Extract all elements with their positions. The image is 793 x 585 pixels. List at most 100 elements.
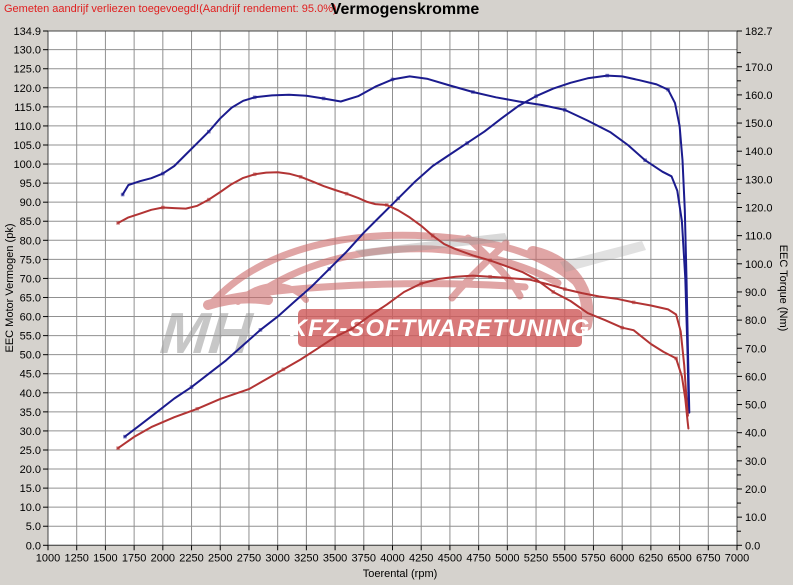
left-tick-label: 45.0 bbox=[20, 369, 41, 381]
x-tick-label: 6000 bbox=[610, 552, 634, 564]
right-tick-label: 110.0 bbox=[745, 231, 772, 243]
car-outline-icon bbox=[203, 231, 594, 331]
data-point-marker bbox=[252, 172, 257, 177]
data-point-marker bbox=[344, 191, 349, 196]
right-tick-label: 120.0 bbox=[745, 203, 773, 215]
plot-grid bbox=[47, 30, 738, 546]
right-tick-label: 40.0 bbox=[745, 428, 766, 440]
left-tick-label: 50.0 bbox=[20, 350, 41, 362]
data-point-marker bbox=[206, 129, 211, 134]
x-tick-label: 7000 bbox=[725, 552, 749, 564]
curve-torque-low bbox=[117, 274, 689, 450]
left-tick-label: 110.0 bbox=[14, 121, 41, 133]
data-point-marker bbox=[674, 356, 678, 361]
x-tick-label: 3500 bbox=[323, 552, 347, 564]
left-tick-label: 85.0 bbox=[20, 216, 41, 228]
right-tick-label: 80.0 bbox=[745, 315, 766, 327]
left-tick-label: 20.0 bbox=[20, 464, 41, 476]
x-tick-label: 5750 bbox=[581, 552, 605, 564]
data-point-marker bbox=[419, 281, 424, 286]
left-tick-label: 35.0 bbox=[20, 407, 41, 419]
left-tick-label: 115.0 bbox=[14, 102, 41, 114]
x-tick-label: 1000 bbox=[36, 552, 60, 564]
x-tick-label: 4750 bbox=[466, 552, 490, 564]
data-point-marker bbox=[465, 141, 469, 145]
data-point-marker bbox=[206, 197, 211, 202]
data-point-marker bbox=[350, 326, 355, 331]
watermark-mh-text: MH bbox=[158, 301, 256, 366]
x-tick-label: 3750 bbox=[352, 552, 376, 564]
left-tick-label: 25.0 bbox=[20, 445, 41, 457]
left-tick-label: 40.0 bbox=[20, 388, 41, 400]
left-tick-label: 65.0 bbox=[20, 292, 41, 304]
data-point-marker bbox=[551, 290, 556, 294]
data-point-marker bbox=[321, 96, 326, 101]
x-tick-label: 1250 bbox=[64, 552, 88, 564]
right-tick-label: 60.0 bbox=[745, 371, 766, 383]
right-tick-label: 20.0 bbox=[745, 484, 766, 496]
data-point-marker bbox=[327, 267, 332, 271]
left-tick-label: 105.0 bbox=[13, 140, 41, 152]
x-tick-label: 2000 bbox=[151, 552, 175, 564]
right-tick-label: 160.0 bbox=[745, 90, 773, 102]
right-tick-label: 0.0 bbox=[745, 540, 760, 552]
x-tick-label: 1750 bbox=[122, 552, 146, 564]
curve-power-high bbox=[121, 75, 690, 413]
right-tick-label: 30.0 bbox=[745, 456, 766, 468]
x-tick-label: 2250 bbox=[179, 552, 203, 564]
x-tick-label: 5500 bbox=[553, 552, 577, 564]
x-tick-label: 5000 bbox=[495, 552, 519, 564]
data-point-marker bbox=[116, 221, 120, 225]
right-tick-label: 170.0 bbox=[745, 62, 773, 74]
left-tick-label: 70.0 bbox=[20, 273, 41, 285]
x-axis-title: Toerental (rpm) bbox=[362, 568, 438, 580]
data-point-marker bbox=[562, 108, 567, 112]
right-tick-label: 150.0 bbox=[745, 118, 773, 130]
data-point-marker bbox=[488, 274, 492, 279]
x-tick-label: 2500 bbox=[208, 552, 232, 564]
right-tick-label: 182.7 bbox=[745, 26, 773, 38]
x-tick-label: 2750 bbox=[237, 552, 261, 564]
data-point-marker bbox=[116, 446, 120, 450]
x-tick-label: 4250 bbox=[409, 552, 433, 564]
left-tick-label: 95.0 bbox=[20, 178, 41, 190]
data-point-marker bbox=[161, 171, 165, 176]
watermark-swoosh-right bbox=[560, 241, 646, 272]
left-tick-label: 120.0 bbox=[13, 83, 41, 95]
data-point-marker bbox=[562, 287, 567, 291]
left-tick-label: 100.0 bbox=[13, 159, 41, 171]
right-tick-label: 130.0 bbox=[745, 174, 773, 186]
watermark-banner bbox=[298, 309, 582, 347]
x-tick-label: 4500 bbox=[438, 552, 462, 564]
right-axis-title: EEC Torque (Nm) bbox=[777, 244, 789, 332]
data-point-marker bbox=[643, 158, 647, 163]
left-axis-title: EEC Motor Vermogen (pk) bbox=[4, 223, 16, 353]
data-point-marker bbox=[620, 325, 624, 330]
data-point-marker bbox=[631, 300, 636, 305]
curve-power-low bbox=[123, 74, 691, 438]
data-point-marker bbox=[605, 73, 610, 78]
right-tick-label: 90.0 bbox=[745, 287, 766, 299]
data-point-marker bbox=[252, 95, 257, 100]
watermark-banner-text: KFZ-SOFTWARETUNING bbox=[290, 315, 591, 342]
x-tick-label: 3000 bbox=[265, 552, 289, 564]
data-point-marker bbox=[390, 77, 395, 82]
left-tick-label: 134.9 bbox=[13, 26, 41, 38]
data-point-marker bbox=[195, 406, 200, 411]
data-point-marker bbox=[534, 94, 538, 98]
data-point-marker bbox=[396, 196, 401, 201]
data-point-marker bbox=[384, 203, 389, 207]
x-tick-label: 6250 bbox=[639, 552, 663, 564]
axes: 1000 1250 1500 1750 2000 2250 2500 2750 3000 3250… bbox=[13, 26, 772, 564]
x-tick-label: 6750 bbox=[696, 552, 720, 564]
data-point-marker bbox=[298, 175, 303, 179]
left-tick-label: 80.0 bbox=[20, 235, 41, 247]
watermark-car-logo: MH KFZ-SOFTWARETUNING bbox=[158, 231, 646, 366]
drivetrain-loss-note: Gemeten aandrijf verliezen toegevoegd!(A… bbox=[4, 3, 337, 15]
left-tick-label: 5.0 bbox=[26, 521, 41, 533]
right-tick-label: 70.0 bbox=[745, 343, 766, 355]
left-tick-label: 60.0 bbox=[20, 312, 41, 324]
right-tick-label: 100.0 bbox=[745, 259, 773, 271]
